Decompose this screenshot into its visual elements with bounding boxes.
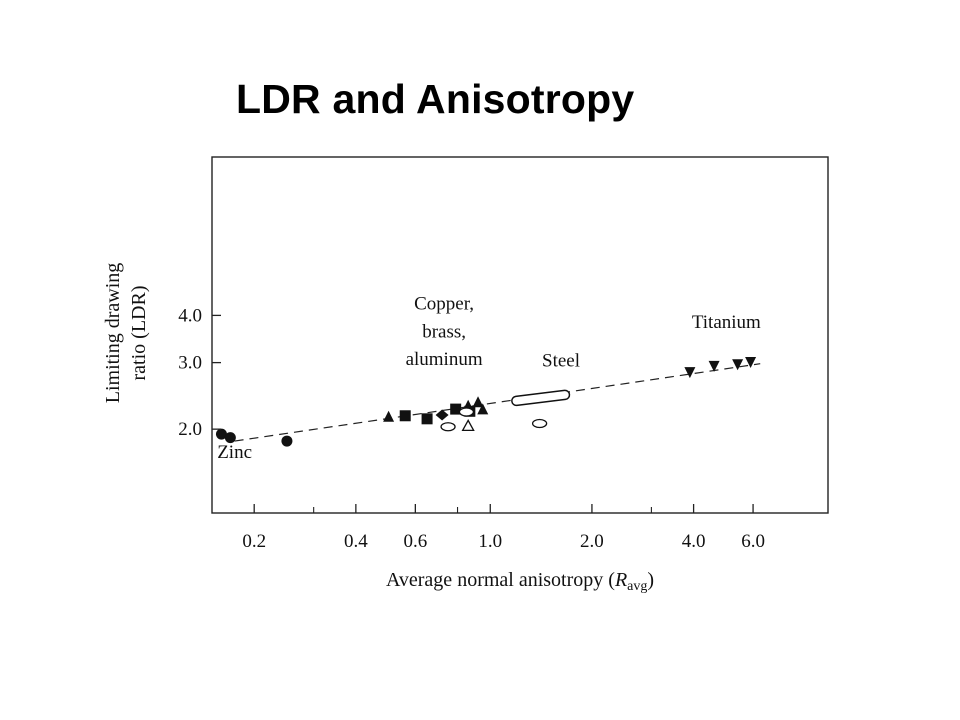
point-open-triangle-up: [463, 420, 474, 430]
point-filled-square: [422, 413, 433, 424]
x-tick-label: 1.0: [478, 531, 502, 552]
plot-frame: [212, 157, 828, 513]
annotation-label: aluminum: [406, 349, 483, 370]
y-axis-label-line-1: Limiting drawing: [102, 263, 124, 404]
data-points: [216, 357, 756, 447]
x-tick-label: 0.2: [242, 531, 266, 552]
point-filled-square: [400, 410, 411, 421]
y-tick-label: 4.0: [178, 305, 202, 326]
point-open-ellipse: [441, 423, 455, 431]
point-filled-triangle-up: [383, 411, 394, 422]
x-axis-label: Average normal anisotropy (Ravg): [386, 569, 654, 594]
y-axis-label-line-2: ratio (LDR): [128, 286, 150, 381]
x-tick-label: 2.0: [580, 531, 604, 552]
annotation-label: brass,: [422, 321, 466, 342]
point-steel-range-ellipse: [511, 390, 570, 406]
axes: [212, 157, 828, 513]
annotation-label: Titanium: [692, 312, 761, 333]
trend-line-group: [235, 364, 761, 441]
point-filled-triangle-down: [745, 357, 756, 368]
x-axis-label-symbol: R: [614, 569, 627, 591]
annotations: Zinc Copper, brass, aluminum Steel Titanium: [217, 293, 761, 462]
y-tick-label: 2.0: [178, 419, 202, 440]
annotation-label: Zinc: [217, 442, 252, 463]
x-tick-label: 6.0: [741, 531, 765, 552]
x-axis-label-subscript: avg: [627, 579, 647, 594]
trend-line: [235, 364, 761, 441]
annotation-label: Copper,: [414, 293, 474, 314]
point-filled-diamond: [436, 410, 449, 421]
point-open-ellipse: [533, 420, 547, 428]
point-filled-triangle-down: [684, 367, 695, 378]
annotation-label: Steel: [542, 350, 580, 371]
y-tick-label: 3.0: [178, 353, 202, 374]
x-tick-label: 4.0: [682, 531, 706, 552]
point-filled-triangle-down: [732, 359, 743, 370]
x-tick-label: 0.6: [403, 531, 427, 552]
point-filled-circle: [281, 436, 292, 447]
x-tick-label: 0.4: [344, 531, 368, 552]
point-open-ellipse: [459, 408, 473, 416]
